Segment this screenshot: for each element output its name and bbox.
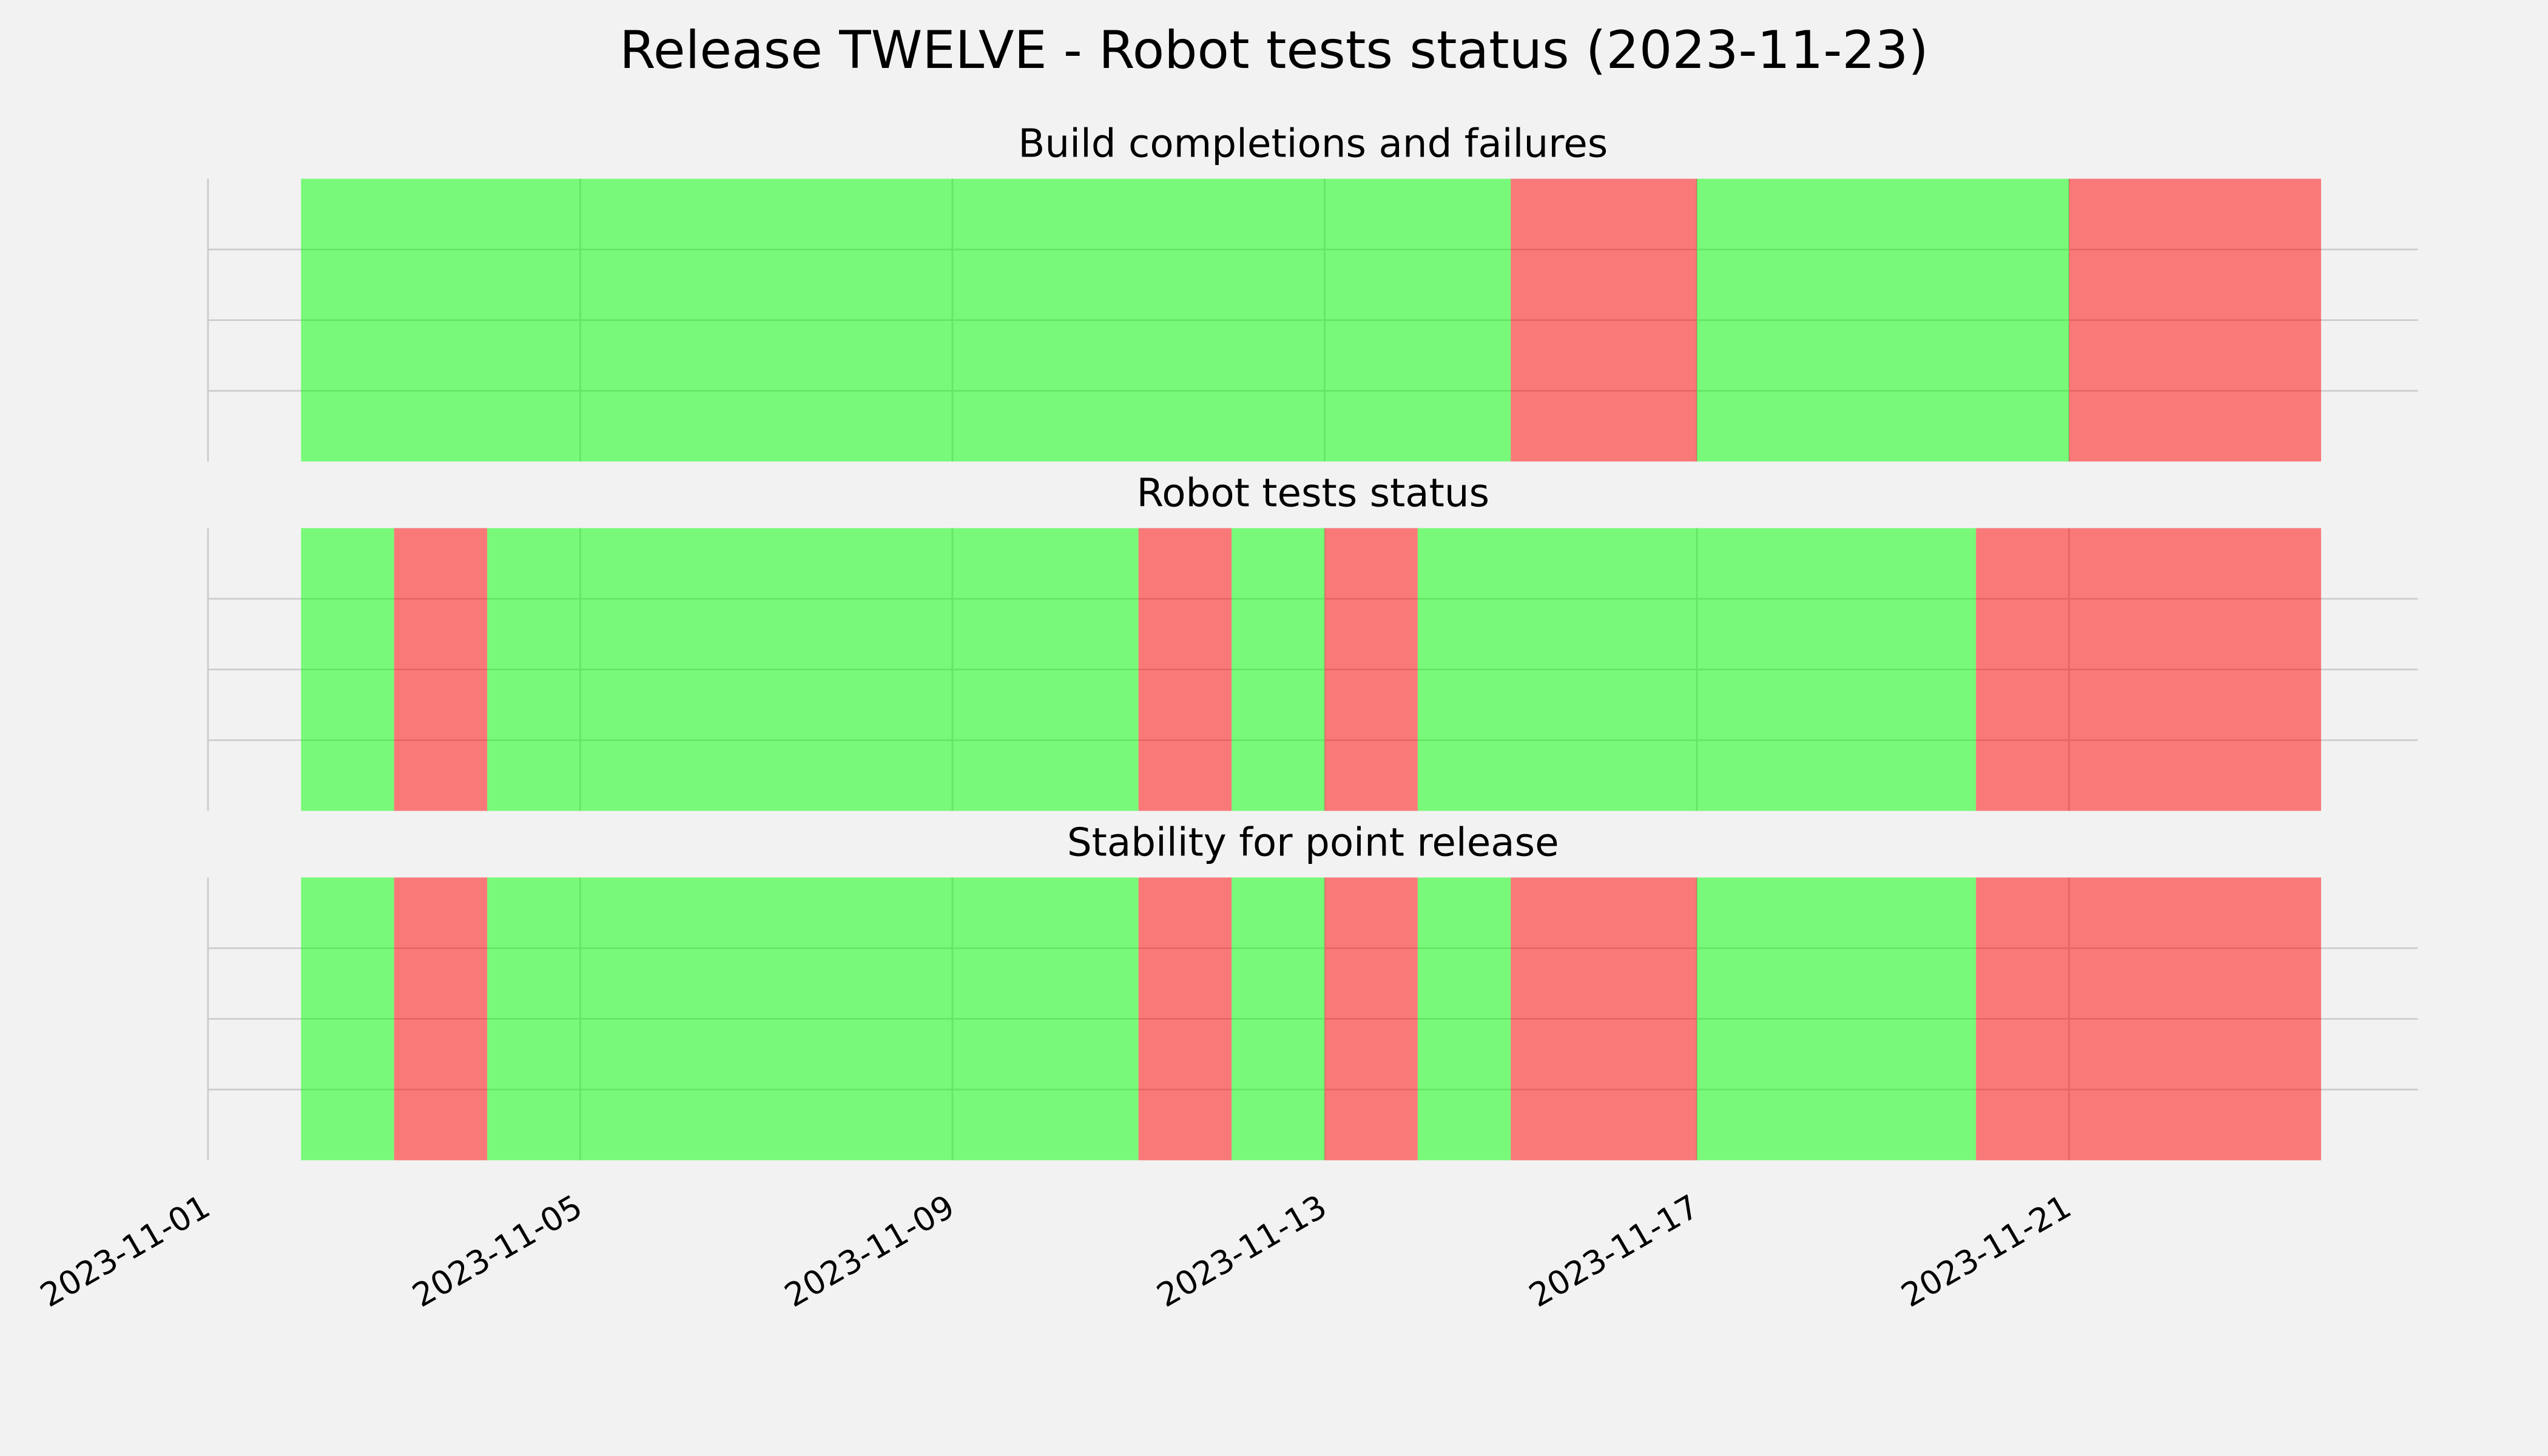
status-span — [1232, 528, 1325, 811]
status-span — [1976, 877, 2321, 1161]
status-span — [1976, 528, 2321, 811]
status-span — [487, 877, 1139, 1161]
status-span — [301, 178, 1511, 462]
status-span — [301, 528, 394, 811]
status-span — [1696, 877, 1977, 1161]
status-span — [1324, 877, 1418, 1161]
status-span — [1138, 528, 1232, 811]
status-span — [301, 877, 394, 1161]
panel-title: Robot tests status — [1136, 471, 1489, 516]
status-span — [1696, 178, 2069, 462]
panel-title: Stability for point release — [1067, 820, 1559, 865]
status-span — [394, 877, 488, 1161]
panel-title: Build completions and failures — [1018, 121, 1608, 167]
status-span — [487, 528, 1139, 811]
status-span — [1324, 528, 1418, 811]
status-span — [1511, 178, 1697, 462]
status-span — [394, 528, 488, 811]
status-span — [1511, 877, 1697, 1161]
status-span — [1417, 877, 1511, 1161]
chart-title: Release TWELVE - Robot tests status (202… — [619, 20, 1929, 81]
status-span — [1232, 877, 1325, 1161]
status-span — [1138, 877, 1232, 1161]
status-span — [1417, 528, 1977, 811]
status-span — [2069, 178, 2321, 462]
